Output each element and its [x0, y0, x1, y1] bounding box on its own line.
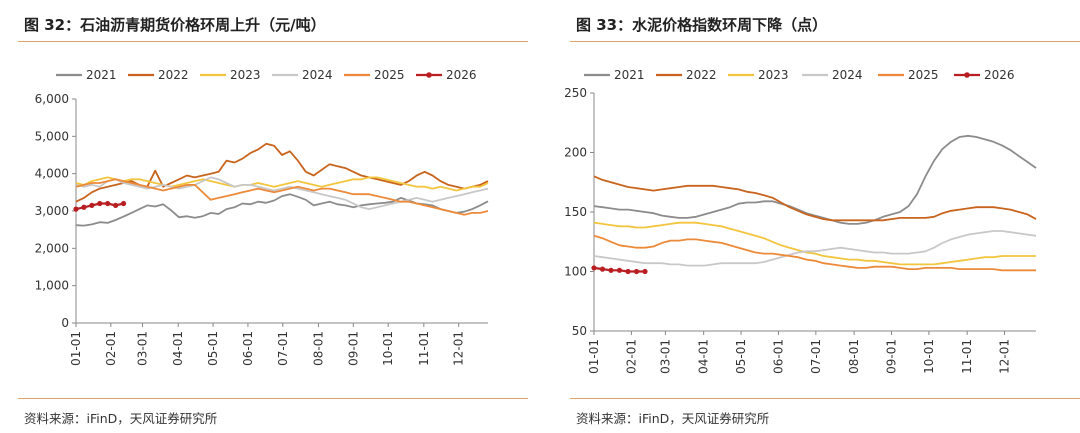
series-line-2021 — [75, 193, 489, 227]
left-chart-source: 资料来源：iFinD，天风证券研究所 — [24, 411, 218, 426]
right-chart-title: 图 33：水泥价格指数环周下降（点） — [576, 16, 828, 34]
series-line-2024 — [75, 176, 489, 211]
legend-label-2021: 2021 — [614, 68, 645, 82]
legend-label-2024: 2024 — [302, 68, 333, 82]
legend-label-2025: 2025 — [908, 68, 939, 82]
y-tick-label: 3,000 — [35, 204, 69, 218]
series-line-2024 — [593, 230, 1037, 267]
x-tick-label: 01-01 — [587, 339, 601, 374]
y-tick-label: 4,000 — [35, 167, 69, 181]
legend-marker-2026 — [964, 72, 970, 78]
x-tick-label: 06-01 — [771, 339, 785, 374]
x-tick-label: 02-01 — [624, 339, 638, 374]
x-tick-label: 08-01 — [311, 331, 325, 366]
data-point-2026 — [97, 200, 103, 207]
x-tick-label: 05-01 — [734, 339, 748, 374]
x-tick-label: 11-01 — [417, 331, 431, 366]
legend-label-2024: 2024 — [832, 68, 863, 82]
legend-label-2026: 2026 — [446, 68, 477, 82]
y-tick-label: 2,000 — [35, 241, 69, 255]
x-tick-label: 05-01 — [206, 331, 220, 366]
y-tick-label: 50 — [572, 324, 587, 338]
data-point-2026 — [113, 202, 119, 208]
y-tick-label: 100 — [564, 265, 587, 279]
y-tick-label: 150 — [564, 205, 587, 219]
y-tick-label: 1,000 — [35, 279, 69, 293]
data-point-2026 — [73, 206, 79, 212]
x-tick-label: 11-01 — [960, 339, 974, 374]
y-tick-label: 250 — [564, 86, 587, 100]
x-tick-label: 09-01 — [885, 339, 899, 374]
series-line-2022 — [593, 175, 1037, 222]
x-tick-label: 04-01 — [171, 331, 185, 366]
legend-label-2023: 2023 — [230, 68, 261, 82]
left-source-divider — [18, 398, 528, 399]
data-point-2026 — [105, 200, 111, 207]
left-chart-title: 图 32：石油沥青期货价格环周上升（元/吨） — [24, 16, 326, 34]
series-line-2025 — [593, 234, 1036, 272]
data-point-2026 — [591, 265, 597, 271]
right-chart-panel: 图 33：水泥价格指数环周下降（点） 2021 2022 2023 2024 2025 2… — [552, 0, 1080, 433]
left-chart-panel: 图 32：石油沥青期货价格环周上升（元/吨） 2021 2022 2023 2024 2… — [0, 0, 528, 433]
data-point-2026 — [81, 204, 87, 210]
x-tick-label: 02-01 — [104, 331, 118, 366]
series-line-2023 — [593, 221, 1036, 266]
data-point-2026 — [120, 200, 127, 207]
x-tick-label: 06-01 — [241, 331, 255, 366]
legend-label-2026: 2026 — [984, 68, 1015, 82]
x-tick-label: 03-01 — [658, 339, 672, 374]
data-point-2026 — [608, 267, 614, 273]
series-line-2023 — [75, 176, 489, 192]
series-line-2025 — [75, 178, 489, 216]
data-point-2026 — [625, 268, 631, 275]
legend-label-2022: 2022 — [158, 68, 189, 82]
data-point-2026 — [89, 202, 95, 208]
x-tick-label: 12-01 — [452, 331, 466, 366]
y-tick-label: 200 — [564, 146, 587, 160]
data-point-2026 — [616, 267, 623, 273]
legend-label-2023: 2023 — [758, 68, 789, 82]
x-tick-label: 01-01 — [69, 331, 83, 366]
x-tick-label: 12-01 — [998, 339, 1012, 374]
asphalt-price-chart: 2021 2022 2023 2024 2025 2026 0 1,000 2,000 3,000… — [35, 68, 489, 366]
y-tick-label: 6,000 — [35, 92, 69, 106]
x-tick-label: 07-01 — [809, 339, 823, 374]
series-line-2022 — [75, 142, 489, 203]
data-point-2026 — [642, 268, 648, 275]
x-tick-label: 04-01 — [697, 339, 711, 374]
x-tick-label: 10-01 — [922, 339, 936, 374]
x-tick-label: 09-01 — [346, 331, 360, 366]
y-tick-label: 5,000 — [35, 129, 69, 143]
y-tick-label: 0 — [61, 316, 69, 330]
x-tick-label: 08-01 — [847, 339, 861, 374]
right-chart-source: 资料来源：iFinD，天风证券研究所 — [576, 411, 770, 426]
x-tick-label: 07-01 — [276, 331, 290, 366]
legend-label-2021: 2021 — [86, 68, 117, 82]
data-point-2026 — [599, 266, 606, 272]
left-title-divider — [18, 41, 528, 42]
legend-label-2025: 2025 — [374, 68, 405, 82]
x-tick-label: 03-01 — [136, 331, 150, 366]
cement-index-chart: 2021 2022 2023 2024 2025 2026 50 100 150 200 250 01… — [564, 68, 1037, 374]
data-point-2026 — [633, 268, 640, 275]
right-source-divider — [570, 398, 1080, 399]
right-title-divider — [570, 41, 1080, 42]
x-tick-label: 10-01 — [381, 331, 395, 366]
legend-label-2022: 2022 — [686, 68, 717, 82]
legend-marker-2026 — [426, 72, 432, 78]
series-line-2021 — [593, 134, 1037, 225]
